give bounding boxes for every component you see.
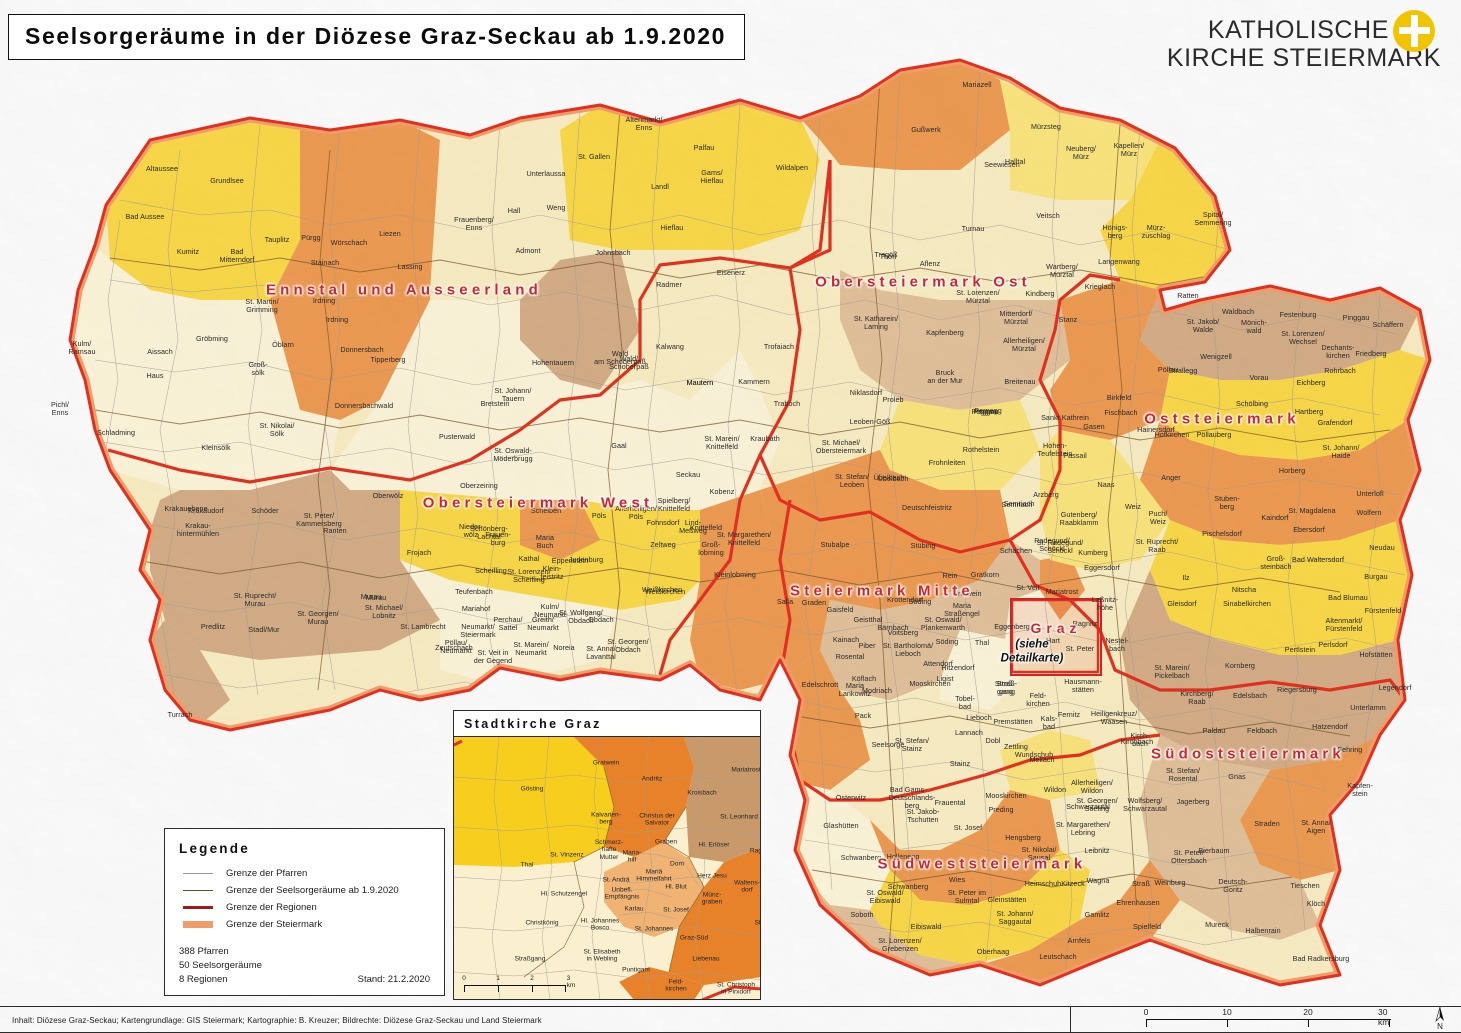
inset-scale-bar: 0 1 2 3 km <box>462 975 576 992</box>
north-label: N <box>1437 1022 1443 1031</box>
legend-stats: 388 Pfarren 50 Seelsorgeräume 8 Regionen… <box>179 945 430 986</box>
legend-label-regionen: Grenze der Regionen <box>226 902 317 913</box>
inset-tick-3: 3 km <box>566 975 576 989</box>
legend-heading: Legende <box>179 841 250 856</box>
legend-label-seelsorgeraeume: Grenze der Seelsorgeräume ab 1.9.2020 <box>226 885 399 896</box>
north-arrow-icon: N <box>1427 1007 1453 1031</box>
steiermark-border <box>68 58 1432 987</box>
inset-tick-1: 1 <box>496 975 500 982</box>
inset-map-canvas[interactable]: Gösting Gratwein Andritz Kroisbach Mariatros… <box>454 737 760 999</box>
scale-tick-30: 30 km <box>1378 1007 1390 1027</box>
seelsorgeraum-borders <box>94 79 1391 961</box>
scale-tick-20: 20 <box>1303 1007 1313 1017</box>
logo-line-1: KATHOLISCHE <box>1207 16 1389 44</box>
logo: KATHOLISCHE KIRCHE STEIERMARK <box>1166 10 1441 72</box>
thick-red-line-icon <box>179 906 217 909</box>
stat-seelsorgeraeume: 50 Seelsorgeräume <box>179 959 262 971</box>
inset-tick-2: 2 <box>530 975 534 982</box>
inset-title: Stadtkirche Graz <box>454 711 760 737</box>
scale-tick-10: 10 <box>1222 1007 1232 1017</box>
parish-borders <box>89 61 1406 976</box>
legend-item-seelsorgeraeume: Grenze der Seelsorgeräume ab 1.9.2020 <box>179 882 430 899</box>
footer-divider <box>1070 1007 1071 1033</box>
thin-grey-line-icon <box>179 873 217 874</box>
legend-item-steiermark: Grenze der Steiermark <box>179 916 430 933</box>
stat-regionen: 8 Regionen <box>179 973 228 985</box>
inset-map-stadtkirche-graz[interactable]: Stadtkirche Graz <box>453 710 761 1000</box>
region-borders <box>107 159 1407 802</box>
legend-label-steiermark: Grenze der Steiermark <box>226 919 323 930</box>
stat-pfarren: 388 Pfarren <box>179 946 229 957</box>
legend-item-pfarren: Grenze der Pfarren <box>179 865 430 882</box>
footer-rule-top <box>0 1006 1461 1007</box>
graz-detail-box[interactable] <box>1010 598 1102 676</box>
graz-detail-note: (siehe Detailkarte) <box>1000 638 1064 664</box>
legend-stand: Stand: 21.2.2020 <box>357 973 430 985</box>
credit-text: Inhalt: Diözese Graz-Seckau; Kartengrund… <box>12 1016 542 1025</box>
thin-brown-line-icon <box>179 890 217 891</box>
page-title: Seelsorgeräume in der Diözese Graz-Secka… <box>25 23 726 49</box>
scale-bar: 0 10 20 30 km <box>1143 1007 1411 1029</box>
map-title-box: Seelsorgeräume in der Diözese Graz-Secka… <box>8 14 745 60</box>
salmon-band-icon <box>179 921 217 928</box>
cross-in-circle-icon <box>1393 10 1435 52</box>
inset-tick-0: 0 <box>462 975 466 982</box>
legend-label-pfarren: Grenze der Pfarren <box>226 868 308 879</box>
scale-tick-0: 0 <box>1143 1007 1149 1017</box>
logo-line-2: KIRCHE STEIERMARK <box>1166 44 1441 72</box>
legend-box: Legende Grenze der Pfarren Grenze der Se… <box>164 828 445 996</box>
legend-item-regionen: Grenze der Regionen <box>179 899 430 916</box>
